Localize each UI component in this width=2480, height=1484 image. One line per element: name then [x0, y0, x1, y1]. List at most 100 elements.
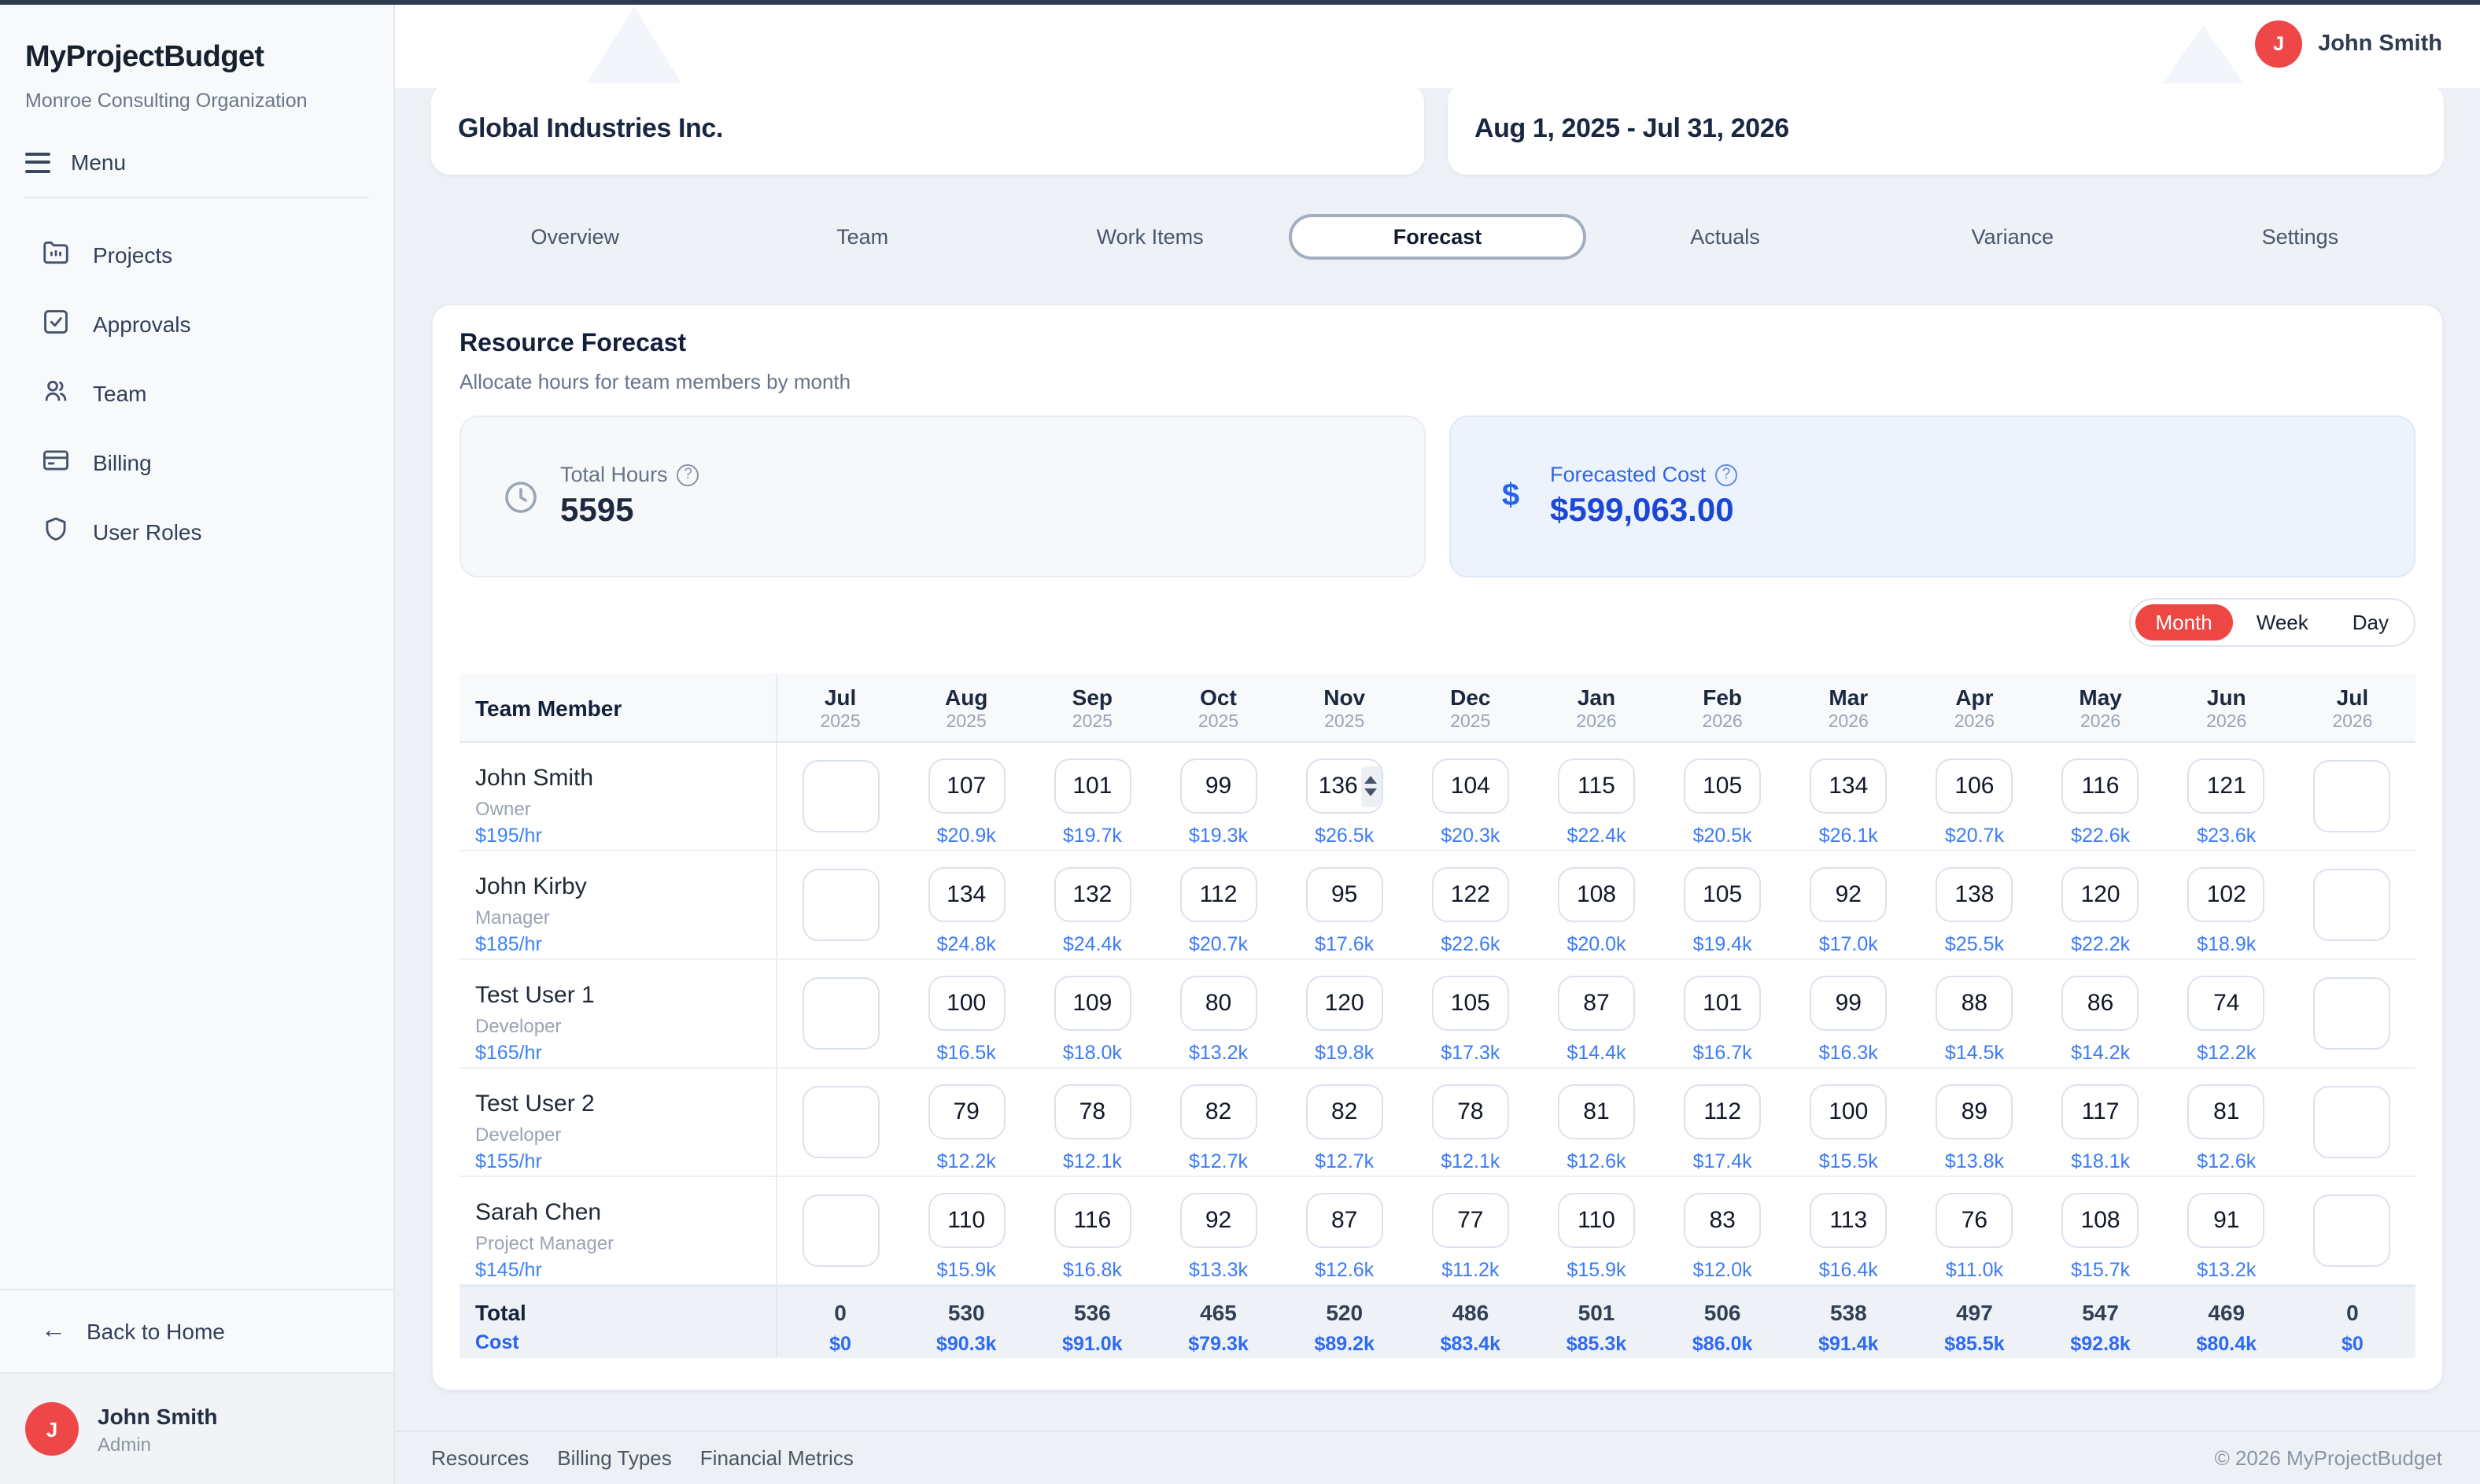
hour-input[interactable]: 78	[1431, 1084, 1509, 1139]
hour-input[interactable]: 101	[1054, 759, 1131, 814]
hour-input[interactable]: 81	[1557, 1084, 1635, 1139]
tab-work-items[interactable]: Work Items	[1006, 225, 1294, 249]
hour-input[interactable]: 108	[1557, 867, 1635, 922]
org-name: Monroe Consulting Organization	[25, 90, 308, 112]
hour-input[interactable]: 105	[1684, 759, 1762, 814]
hour-input[interactable]	[802, 760, 880, 832]
hour-input[interactable]	[802, 869, 880, 941]
hour-input[interactable]: 109	[1054, 976, 1131, 1031]
tab-actuals[interactable]: Actuals	[1581, 225, 1869, 249]
hour-cell	[777, 743, 903, 850]
hour-input[interactable]: 115	[1557, 759, 1635, 814]
help-icon[interactable]: ?	[1715, 463, 1738, 485]
tab-forecast[interactable]: Forecast	[1294, 220, 1581, 253]
hour-input[interactable]: 132	[1054, 867, 1131, 922]
hour-input[interactable]: 105	[1431, 976, 1509, 1031]
tab-label: Work Items	[1096, 225, 1204, 249]
hour-input[interactable]: 82	[1305, 1084, 1383, 1139]
spinner-down-icon[interactable]	[1364, 788, 1378, 796]
hour-input[interactable]: 79	[928, 1084, 1006, 1139]
sidebar-item-approvals[interactable]: Approvals	[0, 290, 393, 359]
hour-input[interactable]: 113	[1810, 1193, 1888, 1248]
hour-input[interactable]	[2313, 977, 2391, 1050]
hour-input[interactable]	[802, 977, 880, 1050]
month-button[interactable]: Month	[2135, 604, 2233, 640]
hour-input[interactable]: 99	[1179, 759, 1257, 814]
hour-input[interactable]	[802, 1086, 880, 1158]
hour-input[interactable]: 138	[1936, 867, 2013, 922]
hour-input[interactable]: 95	[1305, 867, 1383, 922]
sidebar-item-projects[interactable]: Projects	[0, 220, 393, 290]
footer-link-billing-types[interactable]: Billing Types	[557, 1446, 672, 1470]
total-cell: 530 $90.3k	[903, 1287, 1029, 1358]
hour-input[interactable]: 101	[1684, 976, 1762, 1031]
hour-input[interactable]: 86	[2061, 976, 2139, 1031]
hour-input[interactable]: 110	[1557, 1193, 1635, 1248]
sidebar-item-user-roles[interactable]: User Roles	[0, 497, 393, 567]
footer-link-resources[interactable]: Resources	[431, 1446, 530, 1470]
tab-overview[interactable]: Overview	[431, 225, 718, 249]
sidebar-item-billing[interactable]: Billing	[0, 428, 393, 497]
day-button[interactable]: Day	[2352, 611, 2389, 634]
hour-input[interactable]: 87	[1305, 1193, 1383, 1248]
hour-input[interactable]: 134	[1810, 759, 1888, 814]
hour-input[interactable]: 102	[2187, 867, 2265, 922]
hour-input[interactable]: 134	[928, 867, 1006, 922]
sidebar-user-card[interactable]: J John Smith Admin	[0, 1372, 393, 1484]
hour-input[interactable]: 87	[1557, 976, 1635, 1031]
hour-input[interactable]: 120	[2061, 867, 2139, 922]
hour-input[interactable]: 122	[1431, 867, 1509, 922]
hour-input[interactable]: 92	[1179, 1193, 1257, 1248]
hour-input[interactable]: 116	[2061, 759, 2139, 814]
hour-input[interactable]: 110	[928, 1193, 1006, 1248]
week-button[interactable]: Week	[2256, 611, 2308, 634]
user-menu[interactable]: J John Smith	[2255, 20, 2442, 68]
hour-input[interactable]: 80	[1179, 976, 1257, 1031]
tab-team[interactable]: Team	[718, 225, 1006, 249]
hour-input[interactable]: 81	[2187, 1084, 2265, 1139]
hour-input[interactable]: 112	[1179, 867, 1257, 922]
hour-input[interactable]	[2313, 760, 2391, 832]
total-hours-value: 547	[2082, 1300, 2119, 1325]
hour-input[interactable]: 78	[1054, 1084, 1131, 1139]
hour-input[interactable]: 104	[1431, 759, 1509, 814]
cell-cost: $14.4k	[1567, 1042, 1626, 1064]
hour-input[interactable]: 120	[1305, 976, 1383, 1031]
spinner-up-icon[interactable]	[1364, 776, 1378, 784]
hour-input[interactable]: 88	[1936, 976, 2013, 1031]
hour-input[interactable]: 76	[1936, 1193, 2013, 1248]
hour-input[interactable]: 92	[1810, 867, 1888, 922]
hour-input[interactable]: 99	[1810, 976, 1888, 1031]
hour-input[interactable]: 112	[1684, 1084, 1762, 1139]
hour-input[interactable]: 106	[1936, 759, 2013, 814]
hour-input[interactable]: 117	[2061, 1084, 2139, 1139]
hour-input[interactable]	[802, 1194, 880, 1267]
hour-input[interactable]: 136	[1305, 759, 1383, 814]
tab-settings[interactable]: Settings	[2157, 225, 2444, 249]
menu-button[interactable]: Menu	[25, 150, 368, 175]
back-to-home-button[interactable]: ← Back to Home	[0, 1289, 393, 1372]
hour-input[interactable]: 100	[1810, 1084, 1888, 1139]
hour-input[interactable]: 77	[1431, 1193, 1509, 1248]
hour-input[interactable]: 83	[1684, 1193, 1762, 1248]
hour-input[interactable]	[2313, 869, 2391, 941]
help-icon[interactable]: ?	[677, 463, 699, 485]
hour-input[interactable]: 108	[2061, 1193, 2139, 1248]
tab-variance[interactable]: Variance	[1869, 225, 2156, 249]
hour-input[interactable]: 82	[1179, 1084, 1257, 1139]
forecasted-cost-card: $ Forecasted Cost ? $599,063.00	[1449, 415, 2415, 578]
hour-input[interactable]: 107	[928, 759, 1006, 814]
number-spinner[interactable]	[1360, 766, 1382, 807]
hour-input[interactable]: 89	[1936, 1084, 2013, 1139]
hour-input[interactable]: 100	[928, 976, 1006, 1031]
hour-value: 79	[953, 1098, 980, 1125]
hour-input[interactable]: 91	[2187, 1193, 2265, 1248]
hour-input[interactable]: 116	[1054, 1193, 1131, 1248]
footer-link-financial-metrics[interactable]: Financial Metrics	[699, 1446, 854, 1470]
sidebar-item-team[interactable]: Team	[0, 359, 393, 428]
hour-input[interactable]	[2313, 1194, 2391, 1267]
hour-input[interactable]: 121	[2187, 759, 2265, 814]
hour-input[interactable]: 74	[2187, 976, 2265, 1031]
hour-input[interactable]	[2313, 1086, 2391, 1158]
hour-input[interactable]: 105	[1684, 867, 1762, 922]
